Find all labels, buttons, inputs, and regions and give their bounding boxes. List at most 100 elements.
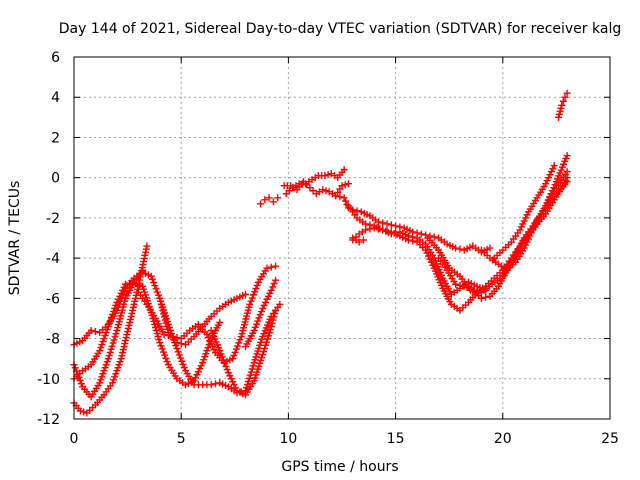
data-point: [148, 275, 156, 283]
data-point: [173, 345, 181, 353]
data-point: [276, 300, 284, 308]
data-point: [379, 226, 387, 234]
series-track-11: [282, 166, 348, 198]
data-point: [340, 194, 348, 202]
data-point: [151, 282, 159, 290]
data-point: [263, 264, 271, 272]
series-track-9: [257, 194, 282, 208]
y-tick-label: -12: [37, 412, 60, 428]
data-point: [262, 338, 270, 346]
data-point: [269, 198, 277, 206]
data-point: [383, 227, 391, 235]
data-point: [383, 220, 391, 228]
data-point: [558, 101, 566, 109]
data-point: [255, 314, 263, 322]
chart-title: Day 144 of 2021, Sidereal Day-to-day VTE…: [59, 21, 621, 37]
data-point: [111, 333, 119, 341]
plot-frame: [73, 56, 611, 420]
data-point: [242, 290, 250, 298]
data-point: [110, 336, 118, 344]
data-point: [143, 242, 151, 250]
data-point: [263, 335, 271, 343]
data-point: [482, 293, 490, 301]
data-point: [161, 351, 169, 359]
data-point: [251, 288, 259, 296]
series-track-17: [477, 168, 571, 274]
data-point: [230, 352, 238, 360]
data-point: [253, 320, 261, 328]
data-point: [269, 283, 277, 291]
data-point: [218, 353, 226, 361]
data-point: [126, 279, 134, 287]
data-point: [563, 152, 571, 160]
data-point: [387, 221, 395, 229]
data-point: [319, 186, 327, 194]
data-point: [91, 328, 99, 336]
data-point: [106, 348, 114, 356]
y-tick-label: 6: [51, 50, 60, 66]
data-point: [561, 93, 569, 101]
series-track-5: [134, 262, 280, 367]
data-point: [343, 200, 351, 208]
data-point: [80, 408, 88, 416]
data-point: [559, 97, 567, 105]
series-track-7: [207, 306, 280, 399]
data-point: [355, 238, 363, 246]
data-point: [179, 360, 187, 368]
data-point: [324, 171, 332, 179]
data-point: [207, 381, 215, 389]
data-point: [268, 319, 276, 327]
x-tick-label: 25: [601, 431, 619, 447]
data-point: [178, 357, 186, 365]
data-point: [235, 339, 243, 347]
data-point: [254, 317, 262, 325]
data-point: [217, 350, 225, 358]
data-point: [259, 351, 267, 359]
data-point: [274, 194, 282, 202]
data-point: [417, 230, 425, 238]
data-point: [250, 327, 258, 335]
data-point: [322, 187, 330, 195]
series-track-2: [70, 266, 147, 401]
data-point: [229, 355, 237, 363]
data-point: [265, 194, 273, 202]
data-point: [456, 245, 464, 253]
data-point: [216, 318, 224, 326]
data-point: [392, 222, 400, 230]
data-point: [486, 244, 494, 252]
data-point: [236, 336, 244, 344]
data-point: [379, 219, 387, 227]
data-point: [264, 332, 272, 340]
data-point: [76, 377, 84, 385]
x-tick-label: 20: [494, 431, 512, 447]
data-point: [251, 323, 259, 331]
data-point: [257, 308, 265, 316]
data-point: [374, 225, 382, 233]
y-tick-label: 4: [51, 90, 60, 106]
x-tick-label: 0: [70, 431, 79, 447]
data-point: [267, 322, 275, 330]
data-point: [362, 220, 370, 228]
data-point: [374, 218, 382, 226]
data-point: [177, 354, 185, 362]
data-point: [212, 380, 220, 388]
data-point: [105, 352, 113, 360]
data-point: [341, 181, 349, 189]
data-point: [163, 358, 171, 366]
data-point: [257, 200, 265, 208]
data-point: [272, 262, 280, 270]
data-point: [121, 280, 129, 288]
y-tick-label: -10: [37, 372, 60, 388]
grid: [74, 57, 610, 419]
data-point: [153, 288, 161, 296]
data-point: [77, 380, 85, 388]
data-point: [155, 291, 163, 299]
series-track-20: [349, 234, 367, 246]
y-tick-label: -2: [46, 211, 60, 227]
series-track-18: [490, 162, 558, 262]
data-point: [157, 342, 165, 350]
data-point: [156, 339, 164, 347]
data-point: [270, 280, 278, 288]
series-track-19: [555, 89, 571, 121]
data-point: [370, 224, 378, 232]
